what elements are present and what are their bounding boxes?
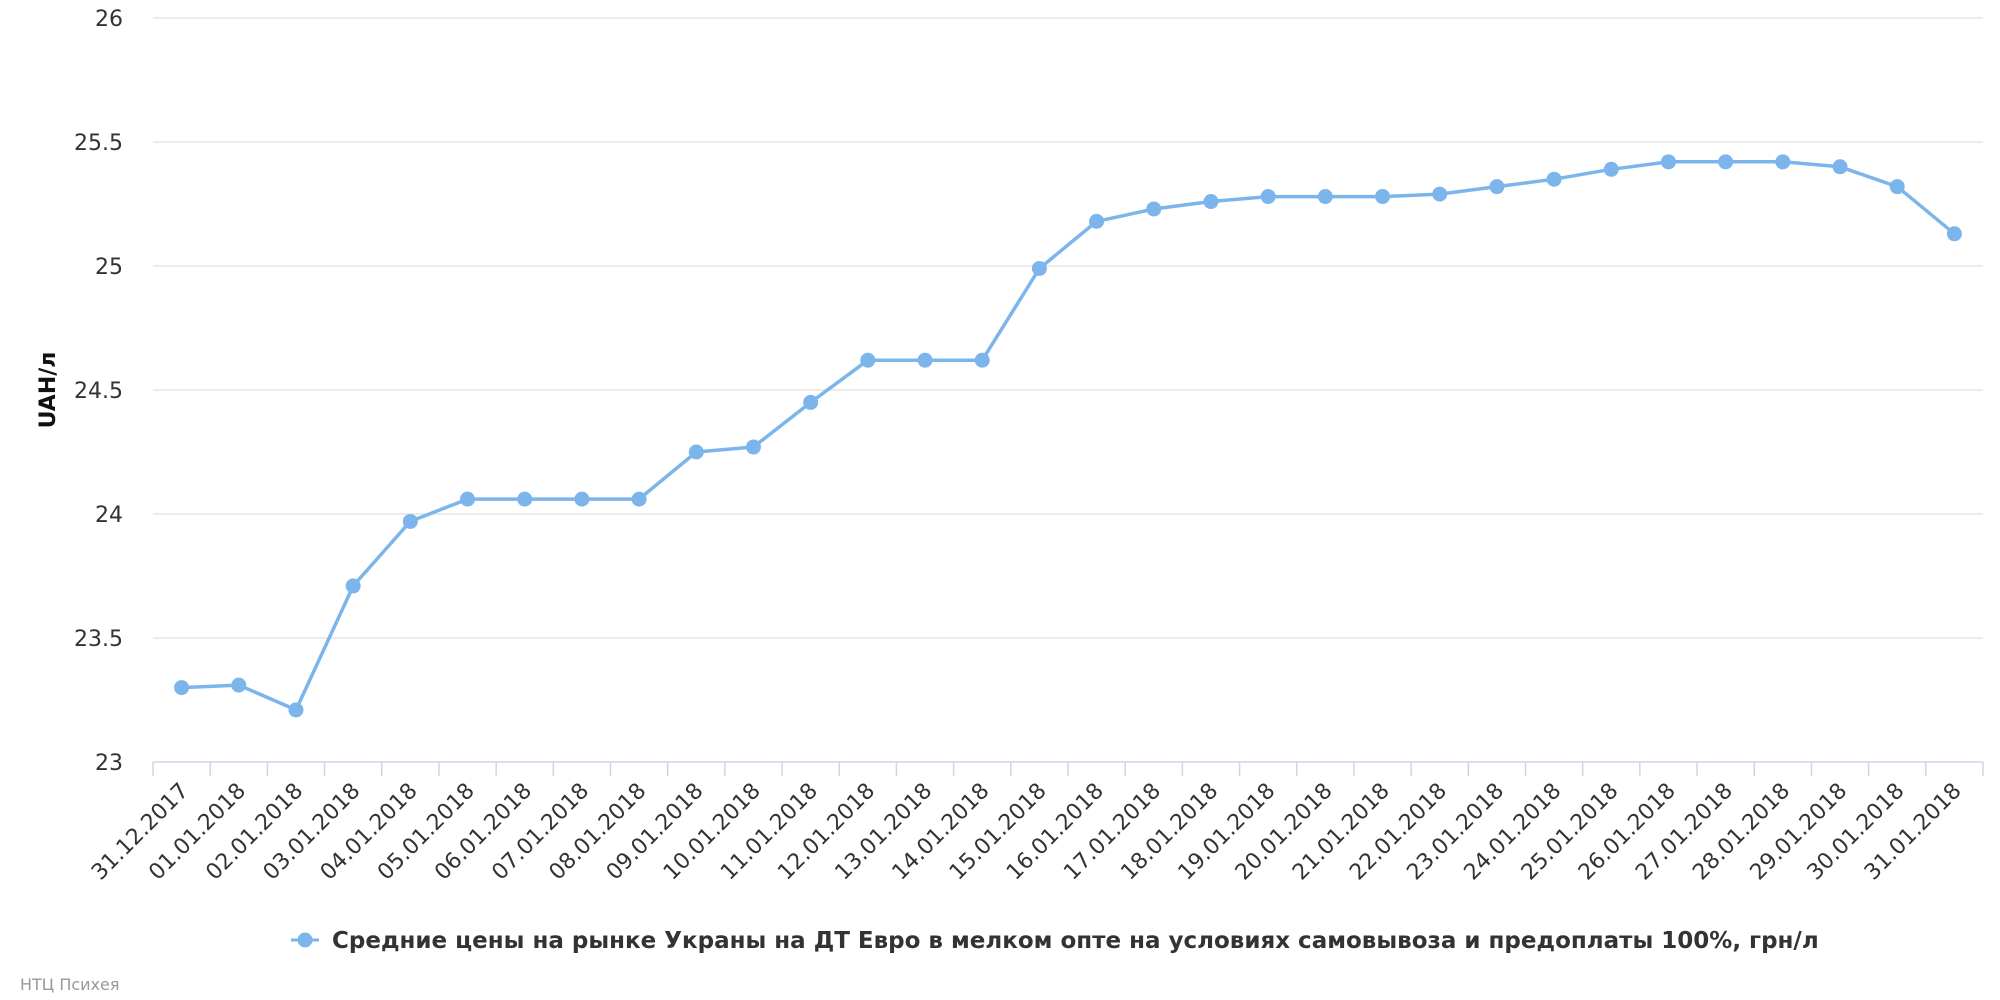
y-tick-label: 26: [95, 7, 123, 32]
data-point-marker[interactable]: [345, 578, 361, 594]
data-point-marker[interactable]: [745, 439, 761, 455]
data-point-marker[interactable]: [460, 491, 476, 507]
legend-item-label[interactable]: Средние цены на рынке Украны на ДТ Евро …: [332, 928, 1819, 954]
data-point-marker[interactable]: [1946, 226, 1962, 242]
data-point-marker[interactable]: [917, 352, 933, 368]
y-axis-ticks: 23 23.5 24 24.5 25 25.5 26: [74, 7, 123, 776]
y-axis-label: UAH/л: [36, 352, 61, 429]
data-point-marker[interactable]: [1146, 201, 1162, 217]
data-point-marker[interactable]: [1031, 260, 1047, 276]
data-point-marker[interactable]: [1375, 189, 1391, 205]
data-point-marker[interactable]: [1832, 159, 1848, 175]
data-point-marker[interactable]: [1718, 154, 1734, 170]
y-tick-label: 25: [95, 255, 123, 280]
data-point-marker[interactable]: [1775, 154, 1791, 170]
data-point-marker[interactable]: [1432, 186, 1448, 202]
data-point-marker[interactable]: [231, 677, 247, 693]
data-point-marker[interactable]: [1317, 189, 1333, 205]
data-point-marker[interactable]: [517, 491, 533, 507]
data-point-marker[interactable]: [803, 394, 819, 410]
data-point-marker[interactable]: [860, 352, 876, 368]
data-point-marker[interactable]: [1203, 194, 1219, 210]
y-tick-label: 24.5: [74, 379, 123, 404]
credits-label[interactable]: НТЦ Психея: [20, 975, 119, 994]
data-point-marker[interactable]: [1489, 179, 1505, 195]
data-point-marker[interactable]: [174, 680, 190, 696]
series-line-group[interactable]: [174, 154, 1962, 718]
y-tick-label: 24: [95, 503, 123, 528]
y-tick-label: 23.5: [74, 627, 123, 652]
data-point-marker[interactable]: [688, 444, 704, 460]
series-line: [179, 160, 1957, 712]
data-point-marker[interactable]: [1603, 161, 1619, 177]
y-tick-label: 25.5: [74, 131, 123, 156]
data-point-marker[interactable]: [1660, 154, 1676, 170]
legend[interactable]: Средние цены на рынке Украны на ДТ Евро …: [291, 928, 1819, 954]
data-point-marker[interactable]: [402, 513, 418, 529]
data-point-marker[interactable]: [288, 702, 304, 718]
data-point-marker[interactable]: [974, 352, 990, 368]
y-tick-label: 23: [95, 751, 123, 776]
x-axis: 31.12.201701.01.201802.01.201803.01.2018…: [87, 761, 1984, 885]
data-point-marker[interactable]: [1260, 189, 1276, 205]
data-point-marker[interactable]: [631, 491, 647, 507]
data-point-marker[interactable]: [1089, 213, 1105, 229]
data-point-marker[interactable]: [574, 491, 590, 507]
legend-marker-icon: [297, 932, 313, 948]
grid-lines: [153, 17, 1983, 639]
data-point-marker[interactable]: [1546, 171, 1562, 187]
data-point-marker[interactable]: [1889, 179, 1905, 195]
